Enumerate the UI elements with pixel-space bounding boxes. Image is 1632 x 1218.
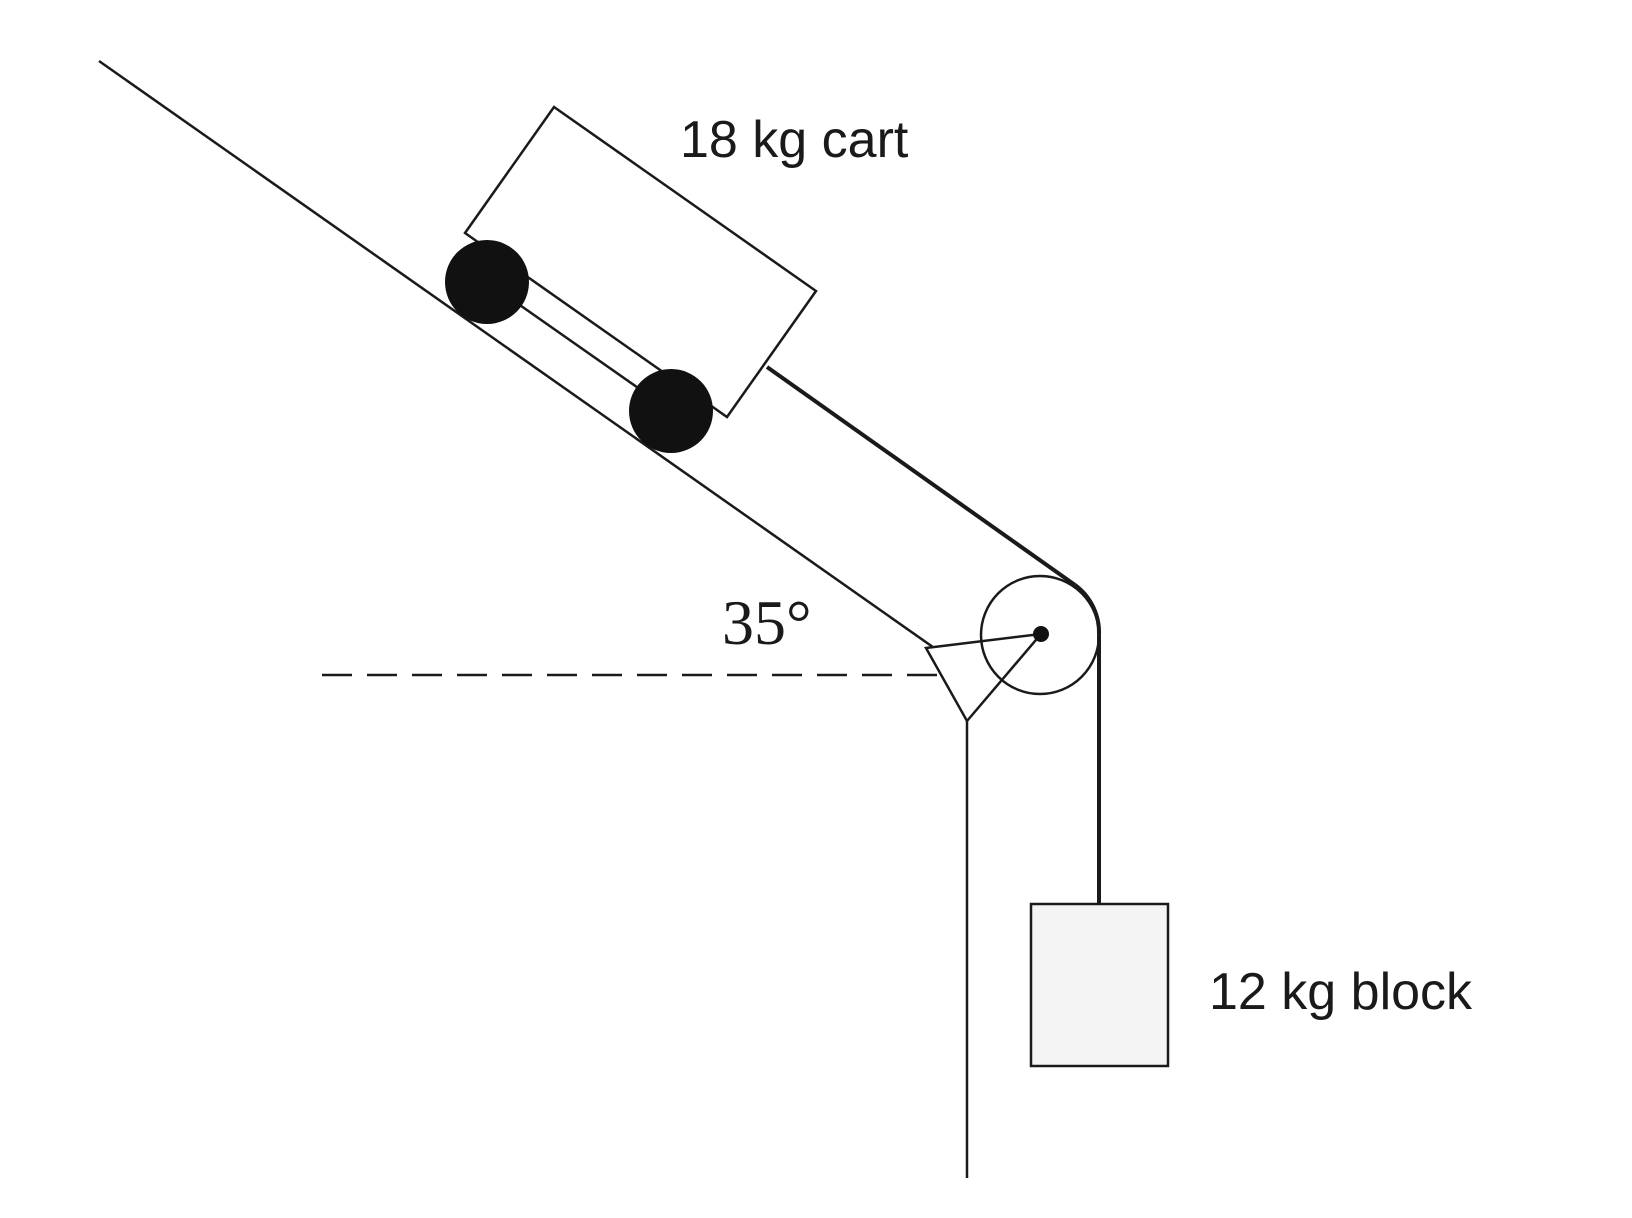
incline-surface <box>98 59 968 673</box>
rope-over-pulley <box>1073 583 1102 636</box>
cart-mass-label: 18 kg cart <box>680 111 909 169</box>
pulley-axle <box>1033 626 1049 642</box>
cart-wheel-front <box>629 369 713 453</box>
cart-wheel-rear <box>445 240 529 324</box>
pulley-bracket <box>923 632 1045 724</box>
rope-incline-segment <box>765 365 1077 587</box>
hanging-block <box>1029 902 1170 1068</box>
cart-body <box>463 105 818 419</box>
incline-angle-label: 35° <box>722 587 812 658</box>
block-mass-label: 12 kg block <box>1209 963 1473 1021</box>
